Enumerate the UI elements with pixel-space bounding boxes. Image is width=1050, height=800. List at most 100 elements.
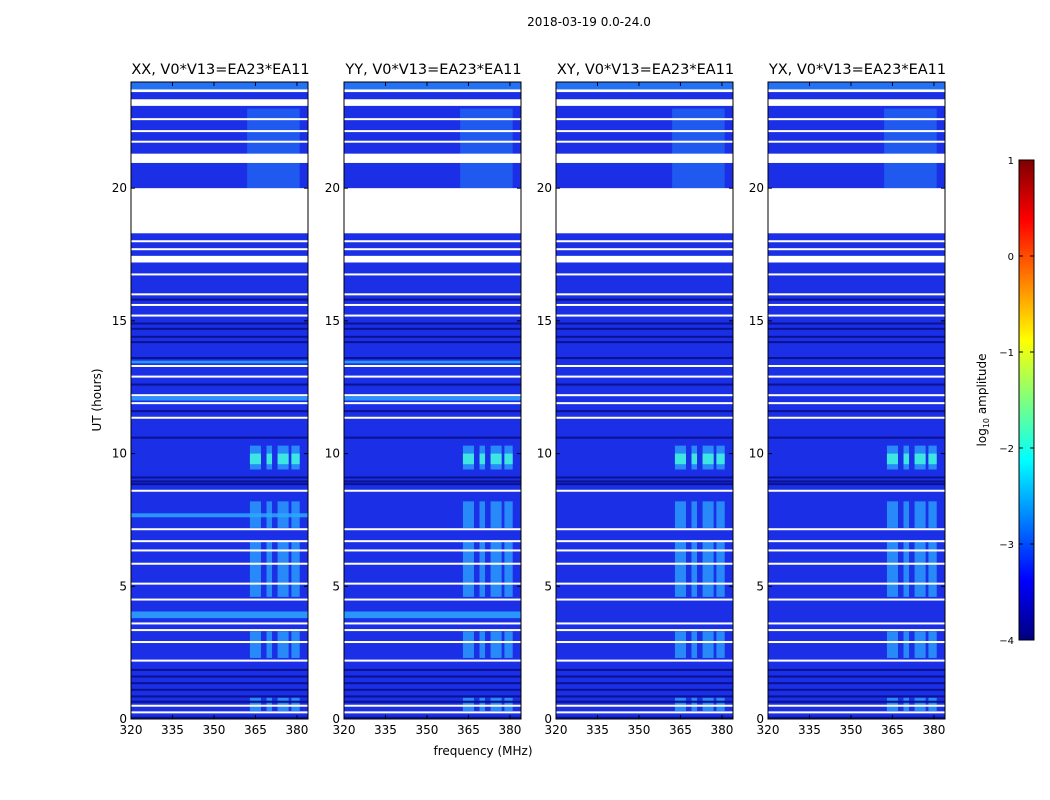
flag-line xyxy=(556,622,733,625)
rfi-patch xyxy=(903,541,910,597)
rfi-patch xyxy=(716,501,725,528)
flag-line xyxy=(131,489,308,492)
rfi-patch xyxy=(291,631,300,658)
dark-line xyxy=(131,688,308,691)
rfi-hot-patch xyxy=(504,453,513,465)
flag-line xyxy=(768,704,945,707)
panel-title: YY, V0*V13=EA23*EA11 xyxy=(344,62,521,78)
flag-line xyxy=(556,416,733,419)
y-tick-label: 10 xyxy=(112,447,127,461)
rfi-patch xyxy=(490,697,502,712)
flag-line xyxy=(344,598,521,601)
flag-line xyxy=(556,659,733,662)
colorbar-label-rest: amplitude xyxy=(975,354,989,418)
dark-line xyxy=(131,335,308,338)
flag-line xyxy=(556,540,733,543)
rfi-patch xyxy=(702,631,714,658)
rfi-hot-patch xyxy=(702,453,714,465)
flagged-range xyxy=(556,99,733,106)
dark-line xyxy=(556,688,733,691)
dark-line xyxy=(768,298,945,301)
bright-band xyxy=(344,360,521,364)
panel-frame xyxy=(555,81,734,720)
dark-line xyxy=(344,480,521,483)
x-tick-label: 320 xyxy=(545,723,568,737)
flag-line xyxy=(131,659,308,662)
dark-line xyxy=(768,341,945,344)
dark-line xyxy=(556,341,733,344)
rfi-patch xyxy=(479,697,486,712)
rfi-patch xyxy=(504,541,513,597)
rfi-glow xyxy=(247,108,300,189)
dark-line xyxy=(768,668,945,671)
flagged-range xyxy=(556,188,733,234)
dark-line xyxy=(344,322,521,325)
rfi-patch xyxy=(249,541,261,597)
dark-line xyxy=(556,335,733,338)
flagged-range xyxy=(768,99,945,106)
flag-line xyxy=(344,314,521,317)
rfi-patch xyxy=(716,541,725,597)
rfi-patch xyxy=(702,697,714,712)
flag-line xyxy=(131,248,308,251)
y-tick-label: 10 xyxy=(749,447,764,461)
dark-line xyxy=(131,476,308,479)
x-tick-label: 320 xyxy=(333,723,356,737)
rfi-patch xyxy=(266,541,273,597)
flag-line xyxy=(768,711,945,714)
dark-line xyxy=(131,675,308,678)
rfi-patch xyxy=(914,697,926,712)
dark-line xyxy=(556,327,733,330)
rfi-patch xyxy=(490,541,502,597)
panel-title: XY, V0*V13=EA23*EA11 xyxy=(557,62,734,78)
panel-frame xyxy=(343,81,522,720)
dark-line xyxy=(344,716,521,719)
dark-line xyxy=(768,688,945,691)
dark-line xyxy=(556,675,733,678)
flag-line xyxy=(556,704,733,707)
flag-line xyxy=(344,629,521,632)
dark-line xyxy=(344,675,521,678)
rfi-patch xyxy=(691,631,698,658)
dark-line xyxy=(768,327,945,330)
rfi-patch xyxy=(886,541,898,597)
flag-line xyxy=(344,659,521,662)
flag-line xyxy=(131,711,308,714)
dark-line xyxy=(768,716,945,719)
flag-line xyxy=(556,394,733,397)
dark-line xyxy=(768,383,945,386)
rfi-hot-patch xyxy=(928,453,937,465)
rfi-patch xyxy=(291,697,300,712)
flag-line xyxy=(556,598,733,601)
rfi-patch xyxy=(249,501,261,528)
flag-line xyxy=(556,140,733,143)
flag-line xyxy=(131,364,308,367)
flag-line xyxy=(131,562,308,565)
flag-line xyxy=(556,641,733,644)
dark-line xyxy=(344,335,521,338)
flag-line xyxy=(768,140,945,143)
flag-line xyxy=(344,540,521,543)
top-band xyxy=(344,82,521,90)
dark-line xyxy=(768,410,945,413)
bright-band xyxy=(131,396,308,401)
x-axis-label: frequency (MHz) xyxy=(433,744,532,758)
flag-line xyxy=(556,375,733,378)
flagged-range xyxy=(131,255,308,263)
dark-line xyxy=(131,383,308,386)
dark-line xyxy=(344,383,521,386)
flag-line xyxy=(131,240,308,243)
flag-line xyxy=(768,314,945,317)
y-tick-label: 5 xyxy=(119,579,127,593)
flag-line xyxy=(768,598,945,601)
rfi-hot-patch xyxy=(691,453,698,465)
colorbar-label-base: log xyxy=(975,428,989,446)
rfi-hot-patch xyxy=(291,453,300,465)
dark-line xyxy=(556,483,733,486)
flagged-range xyxy=(768,255,945,263)
dark-line xyxy=(131,695,308,698)
flag-line xyxy=(131,582,308,585)
y-axis-label: UT (hours) xyxy=(90,368,104,431)
colorbar-tick-label: −2 xyxy=(999,444,1014,455)
dark-line xyxy=(344,700,521,703)
